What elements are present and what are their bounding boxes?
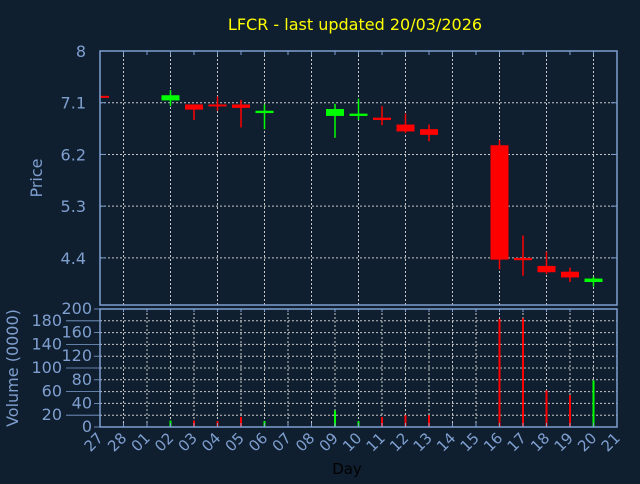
volume-bar xyxy=(592,380,595,427)
price-tick-label: 4.4 xyxy=(61,249,86,268)
x-tick-label: 28 xyxy=(104,429,130,455)
x-tick-label: 20 xyxy=(574,429,600,455)
volume-tick-label: 160 xyxy=(61,323,92,342)
x-tick-label: 05 xyxy=(222,429,248,455)
volume-tick-label: 80 xyxy=(72,370,92,389)
x-tick-label: 07 xyxy=(269,429,295,455)
x-tick-label: 06 xyxy=(245,429,271,455)
volume-bar xyxy=(569,395,571,427)
candle-body xyxy=(185,104,203,110)
price-plot-frame xyxy=(99,50,618,306)
candle-body xyxy=(100,95,109,98)
candle-body xyxy=(208,104,227,107)
volume-tick-label: 60 xyxy=(42,382,62,401)
x-tick-label: 04 xyxy=(198,429,224,455)
chart-title: LFCR - last updated 20/03/2026 xyxy=(228,15,482,34)
volume-axis-label: Volume (0000) xyxy=(3,309,22,427)
volume-bar xyxy=(381,416,383,427)
x-tick-label: 18 xyxy=(527,429,553,455)
x-tick-label: 09 xyxy=(316,429,342,455)
candle-body xyxy=(490,145,509,260)
volume-tick-label: 180 xyxy=(31,311,62,330)
x-tick-label: 21 xyxy=(598,429,624,455)
x-tick-label: 17 xyxy=(504,429,530,455)
candle-body xyxy=(420,129,438,135)
x-tick-label: 19 xyxy=(551,429,577,455)
x-tick-label: 15 xyxy=(457,429,483,455)
candle-body xyxy=(232,104,250,108)
candle-body xyxy=(349,113,368,116)
candle-body xyxy=(514,257,532,261)
volume-bar xyxy=(428,415,430,427)
x-tick-label: 16 xyxy=(480,429,506,455)
volume-tick-label: 120 xyxy=(61,346,92,365)
volume-tick-label: 40 xyxy=(72,393,92,412)
price-tick-label: 6.2 xyxy=(61,145,86,164)
x-tick-label: 08 xyxy=(292,429,318,455)
x-tick-label: 03 xyxy=(175,429,201,455)
volume-bar xyxy=(404,415,407,427)
candle-body xyxy=(537,265,556,273)
candle-body xyxy=(161,95,180,101)
price-tick-label: 5.3 xyxy=(61,197,86,216)
x-tick-label: 13 xyxy=(410,429,436,455)
price-tick-label: 8 xyxy=(76,42,86,61)
volume-tick-label: 100 xyxy=(31,358,62,377)
volume-tick-label: 140 xyxy=(31,334,62,353)
volume-tick-label: 200 xyxy=(61,299,92,318)
candle-body xyxy=(373,117,391,120)
volume-plot-frame xyxy=(99,308,618,428)
volume-bar xyxy=(240,416,242,427)
candle-body xyxy=(396,124,415,132)
x-tick-label: 01 xyxy=(128,429,154,455)
volume-bar xyxy=(545,390,548,427)
candle-body xyxy=(584,278,603,283)
x-tick-label: 02 xyxy=(151,429,177,455)
volume-bar xyxy=(522,318,524,427)
x-tick-label: 11 xyxy=(363,429,389,455)
candle-body xyxy=(326,109,344,116)
x-axis-label: Day xyxy=(332,460,362,478)
volume-bar xyxy=(498,319,501,427)
x-tick-label: 12 xyxy=(386,429,412,455)
x-tick-label: 14 xyxy=(433,429,459,455)
price-axis-label: Price xyxy=(27,158,46,197)
volume-bar xyxy=(334,410,336,427)
volume-tick-label: 0 xyxy=(82,417,92,436)
x-tick-label: 10 xyxy=(339,429,365,455)
candle-body xyxy=(255,110,274,114)
volume-tick-label: 20 xyxy=(42,405,62,424)
candle-body xyxy=(561,271,579,278)
price-tick-label: 7.1 xyxy=(61,94,86,113)
